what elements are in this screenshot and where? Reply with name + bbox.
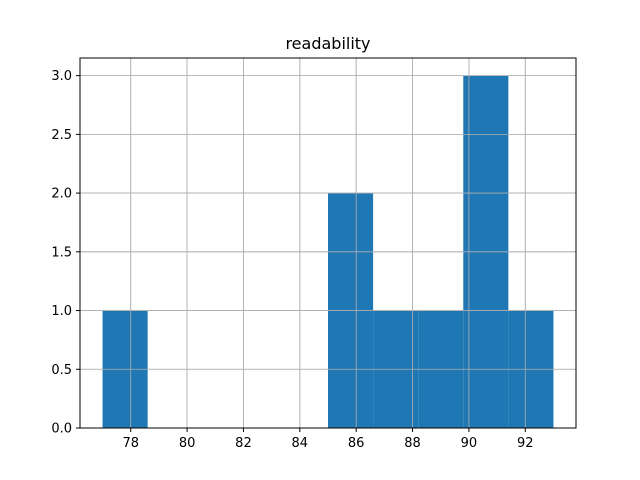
y-tick-label: 1.0 [51,304,72,319]
y-tick-label: 2.0 [51,187,72,202]
y-tick-label: 0.0 [51,422,72,437]
x-tick-label: 80 [179,436,196,451]
y-tick-label: 0.5 [51,363,72,378]
chart-title: readability [285,34,370,53]
y-tick-label: 2.5 [51,128,72,143]
bars-layer [80,58,576,429]
axes-frame [79,57,577,429]
y-tick-label: 1.5 [51,245,72,260]
x-tick-label: 78 [122,436,139,451]
ticks-layer: 78 80 82 84 86 88 90 92 0.0 0.5 1.0 1.5 2.0 2.5 3.0 [51,69,533,451]
x-tick-label: 84 [292,436,309,451]
x-tick-label: 88 [404,436,421,451]
x-tick-label: 82 [235,436,252,451]
x-tick-label: 92 [517,436,534,451]
x-tick-label: 90 [461,436,478,451]
y-tick-label: 3.0 [51,69,72,84]
x-tick-label: 86 [348,436,365,451]
